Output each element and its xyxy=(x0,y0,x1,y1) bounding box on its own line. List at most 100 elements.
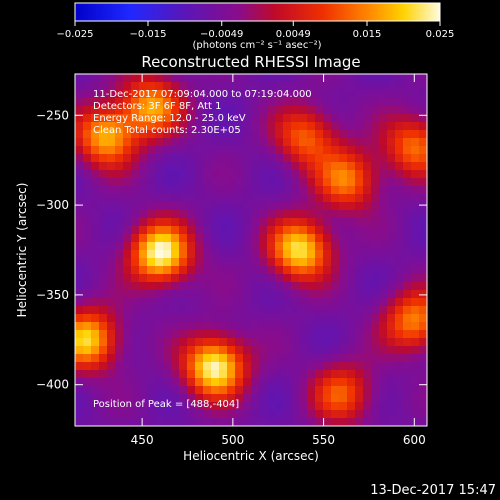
heatmap-cell xyxy=(219,330,228,339)
heatmap-cell xyxy=(107,282,116,291)
heatmap-cell xyxy=(323,218,332,227)
heatmap-cell xyxy=(219,186,228,195)
heatmap-cell xyxy=(331,218,340,227)
heatmap-cell xyxy=(387,242,396,251)
heatmap-cell xyxy=(147,226,156,235)
heatmap-cell xyxy=(131,314,140,323)
heatmap-cell xyxy=(187,202,196,211)
heatmap-cell xyxy=(307,410,316,419)
heatmap-cell xyxy=(179,186,188,195)
heatmap-cell xyxy=(347,178,356,187)
heatmap-cell xyxy=(307,250,316,259)
heatmap-cell xyxy=(363,362,372,371)
heatmap-cell xyxy=(411,290,420,299)
heatmap-cell xyxy=(99,218,108,227)
heatmap-cell xyxy=(275,370,284,379)
heatmap-cell xyxy=(267,186,276,195)
heatmap-cell xyxy=(219,210,228,219)
heatmap-cell xyxy=(219,114,228,123)
heatmap-cell xyxy=(83,314,92,323)
heatmap-cell xyxy=(259,290,268,299)
heatmap-cell xyxy=(139,178,148,187)
heatmap-cell xyxy=(363,170,372,179)
heatmap-cell xyxy=(131,82,140,91)
heatmap-cell xyxy=(235,242,244,251)
heatmap-cell xyxy=(363,130,372,139)
heatmap-cell xyxy=(267,266,276,275)
heatmap-cell xyxy=(379,354,388,363)
heatmap-cell xyxy=(403,370,412,379)
heatmap-cell xyxy=(395,338,404,347)
heatmap-cell xyxy=(379,162,388,171)
heatmap-cell xyxy=(227,234,236,243)
heatmap-cell xyxy=(339,186,348,195)
heatmap-cell xyxy=(235,122,244,131)
heatmap-cell xyxy=(291,370,300,379)
heatmap-cell xyxy=(147,74,156,83)
heatmap-cell xyxy=(379,410,388,419)
heatmap-cell xyxy=(211,186,220,195)
heatmap-cell xyxy=(115,210,124,219)
heatmap-cell xyxy=(131,250,140,259)
heatmap-cell xyxy=(243,314,252,323)
heatmap-cell xyxy=(75,154,84,163)
heatmap-cell xyxy=(131,282,140,291)
heatmap-cell xyxy=(331,98,340,107)
heatmap-cell xyxy=(371,202,380,211)
heatmap-cell xyxy=(123,338,132,347)
heatmap-cell xyxy=(339,362,348,371)
heatmap-cell xyxy=(219,258,228,267)
heatmap-cell xyxy=(323,330,332,339)
heatmap-cell xyxy=(91,402,100,411)
heatmap-cell xyxy=(291,338,300,347)
heatmap-cell xyxy=(251,354,260,363)
heatmap-cell xyxy=(331,290,340,299)
heatmap-cell xyxy=(235,314,244,323)
heatmap-cell xyxy=(315,330,324,339)
heatmap-cell xyxy=(91,418,100,426)
heatmap-cell xyxy=(411,122,420,131)
heatmap-cell xyxy=(363,306,372,315)
heatmap-cell xyxy=(411,218,420,227)
heatmap-cell xyxy=(403,378,412,387)
heatmap-cell xyxy=(243,386,252,395)
heatmap-cell xyxy=(211,370,220,379)
colorbar-units-label: (photons cm⁻² s⁻¹ asec⁻²) xyxy=(192,40,321,51)
heatmap-cell xyxy=(91,162,100,171)
heatmap-cell xyxy=(99,226,108,235)
heatmap-cell xyxy=(203,82,212,91)
observation-info: 11-Dec-2017 07:09:04.000 to 07:19:04.000… xyxy=(93,89,312,410)
heatmap-cell xyxy=(259,162,268,171)
heatmap-cell xyxy=(123,170,132,179)
heatmap-cell xyxy=(347,202,356,211)
heatmap-cell xyxy=(283,282,292,291)
heatmap-cell xyxy=(395,250,404,259)
heatmap-cell xyxy=(323,186,332,195)
heatmap-cell xyxy=(379,258,388,267)
heatmap-cell xyxy=(315,106,324,115)
heatmap-cell xyxy=(267,314,276,323)
heatmap-cell xyxy=(355,354,364,363)
heatmap-cell xyxy=(339,178,348,187)
heatmap-cell xyxy=(83,378,92,387)
heatmap-cell xyxy=(171,298,180,307)
heatmap-cell xyxy=(147,370,156,379)
heatmap-cell xyxy=(339,74,348,83)
heatmap-cell xyxy=(259,258,268,267)
heatmap-cell xyxy=(203,418,212,426)
heatmap-cell xyxy=(387,314,396,323)
heatmap-cell xyxy=(283,266,292,275)
heatmap-cell xyxy=(227,290,236,299)
heatmap-cell xyxy=(347,106,356,115)
heatmap-cell xyxy=(171,234,180,243)
heatmap-cell xyxy=(203,106,212,115)
heatmap-cell xyxy=(83,362,92,371)
heatmap-cell xyxy=(307,274,316,283)
heatmap-cell xyxy=(227,154,236,163)
heatmap-cell xyxy=(75,122,84,131)
heatmap-cell xyxy=(139,306,148,315)
heatmap-cell xyxy=(107,258,116,267)
heatmap-cell xyxy=(347,386,356,395)
heatmap-cell xyxy=(291,282,300,291)
heatmap-cell xyxy=(323,258,332,267)
